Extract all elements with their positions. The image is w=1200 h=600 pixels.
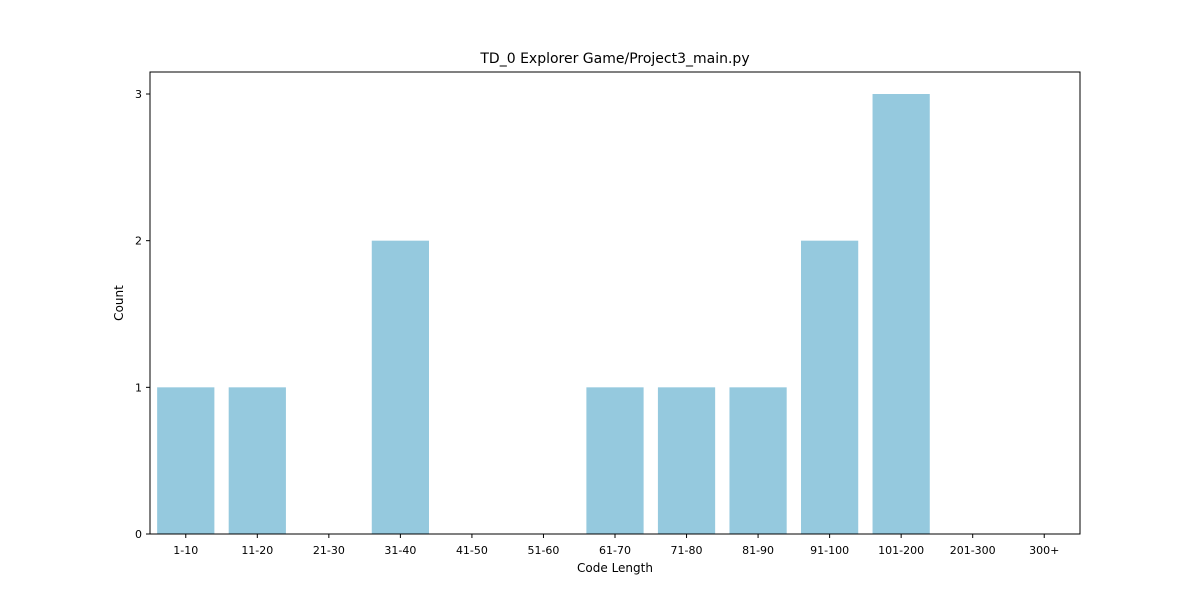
- x-tick-label: 61-70: [599, 544, 631, 557]
- bar-31-40: [371, 240, 429, 535]
- bar-11-20: [228, 387, 286, 534]
- y-tick-label: 3: [135, 88, 142, 101]
- x-tick-label: 31-40: [384, 544, 416, 557]
- y-axis-ticks: 0 1 2 3: [135, 88, 150, 541]
- y-tick-label: 1: [135, 381, 142, 394]
- bars-group: [157, 94, 930, 535]
- x-axis-label: Code Length: [577, 561, 653, 575]
- x-tick-label: 1-10: [173, 544, 198, 557]
- x-tick-label: 201-300: [950, 544, 996, 557]
- bar-81-90: [729, 387, 787, 534]
- x-tick-label: 41-50: [456, 544, 488, 557]
- bar-101-200: [872, 94, 930, 534]
- bar-1-10: [157, 387, 215, 534]
- bar-71-80: [657, 387, 716, 534]
- chart-title: TD_0 Explorer Game/Project3_main.py: [479, 51, 749, 67]
- bar-91-100: [801, 240, 859, 535]
- x-tick-label: 101-200: [878, 544, 924, 557]
- x-tick-label: 21-30: [313, 544, 345, 557]
- x-tick-label: 71-80: [671, 544, 703, 557]
- y-tick-label: 2: [135, 235, 142, 248]
- x-tick-label: 300+: [1029, 544, 1059, 557]
- bar-61-70: [586, 387, 644, 534]
- x-axis-ticks: 1-10 11-20 21-30 31-40 41-50 51-60 61-70 71-80 8…: [173, 534, 1059, 557]
- y-tick-label: 0: [135, 528, 142, 541]
- x-tick-label: 91-100: [810, 544, 849, 557]
- y-axis-label: Count: [112, 285, 126, 321]
- x-tick-label: 51-60: [527, 544, 559, 557]
- x-tick-label: 81-90: [742, 544, 774, 557]
- x-tick-label: 11-20: [241, 544, 273, 557]
